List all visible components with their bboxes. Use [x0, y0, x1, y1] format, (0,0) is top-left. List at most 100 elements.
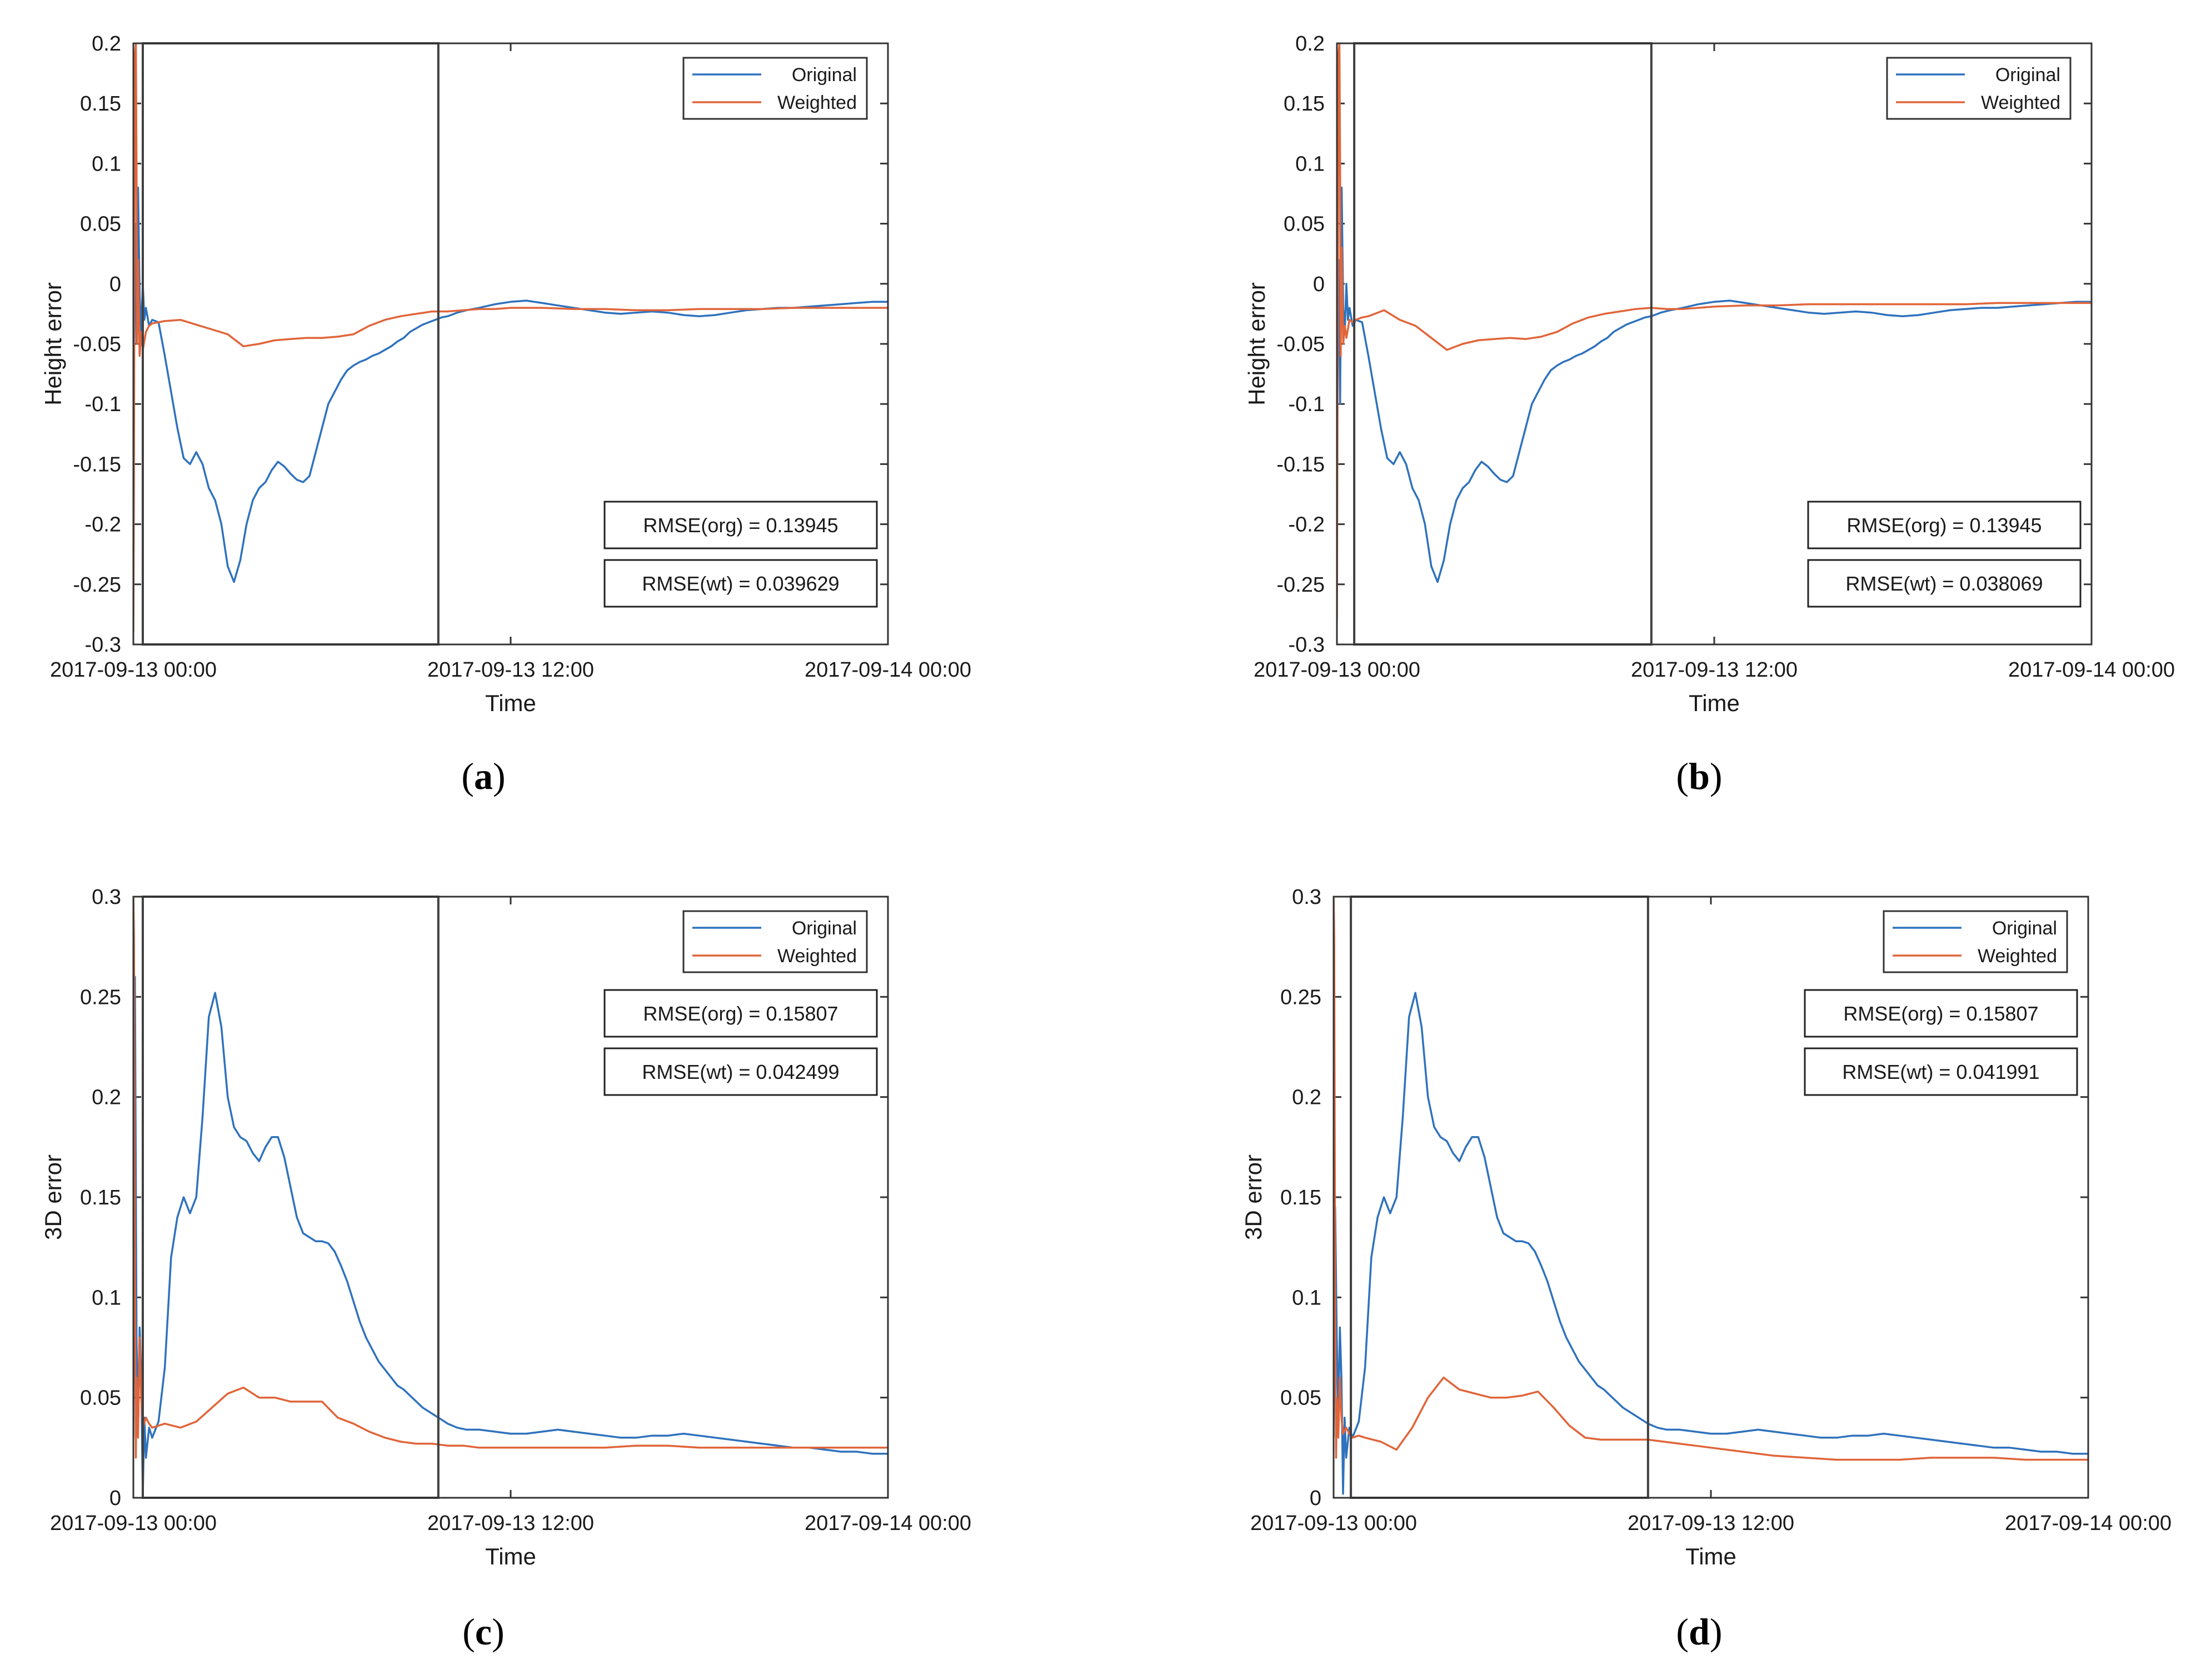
- subfigure-caption: (b): [1676, 755, 1722, 797]
- x-tick-label: 2017-09-13 00:00: [50, 1512, 217, 1535]
- rmse-box: [1807, 501, 2082, 549]
- y-tick-label: -0.1: [1289, 393, 1325, 416]
- caption-close-paren: ): [492, 1611, 505, 1653]
- caption-letter: a: [474, 755, 493, 797]
- y-tick-label: 0.2: [1292, 1086, 1321, 1109]
- y-tick-label: -0.25: [73, 573, 121, 597]
- x-tick-label: 2017-09-13 12:00: [1631, 658, 1798, 682]
- y-tick-label: 0.1: [92, 152, 121, 176]
- y-tick-label: 0.1: [1295, 152, 1325, 176]
- x-axis-label: Time: [485, 690, 536, 716]
- axes-frame: [132, 896, 889, 1499]
- plot-area: [133, 897, 888, 1495]
- y-tick-label: -0.15: [73, 453, 121, 476]
- rmse-label: RMSE(org) = 0.13945: [643, 514, 838, 537]
- x-tick-label: 2017-09-13 12:00: [1628, 1512, 1794, 1535]
- series-line-original: [133, 186, 888, 583]
- x-tick-label: 2017-09-14 00:00: [2005, 1512, 2172, 1535]
- legend-box: [1883, 910, 2068, 973]
- y-tick-label: 0.05: [80, 1387, 121, 1410]
- y-tick-label: -0.2: [1289, 513, 1325, 537]
- rmse-box: [603, 989, 878, 1038]
- rmse-label: RMSE(org) = 0.13945: [1846, 514, 2042, 537]
- caption-letter: b: [1689, 755, 1710, 797]
- y-tick-label: 0: [109, 1487, 121, 1510]
- series-line-weighted: [1334, 897, 2088, 1461]
- legend-label: Original: [1992, 918, 2057, 939]
- axes-frame: [1332, 896, 2089, 1499]
- y-tick-label: -0.15: [1276, 453, 1325, 476]
- series-line-weighted: [133, 897, 888, 1459]
- rmse-label: RMSE(org) = 0.15807: [643, 1002, 838, 1025]
- y-tick-label: 0.1: [1292, 1286, 1321, 1309]
- legend-label: Original: [792, 64, 857, 86]
- legend-label: Weighted: [777, 946, 857, 967]
- caption-open-paren: (: [462, 1611, 475, 1653]
- legend-box: [1886, 57, 2072, 120]
- caption-close-paren: ): [493, 755, 506, 797]
- y-tick-label: 0.1: [92, 1286, 121, 1309]
- series-line-original: [1337, 186, 2092, 583]
- legend-label: Original: [792, 918, 857, 939]
- x-tick-label: 2017-09-13 00:00: [50, 658, 217, 682]
- series-line-weighted: [133, 43, 888, 633]
- x-tick-label: 2017-09-13 00:00: [1250, 1512, 1417, 1535]
- plot-area: [1334, 897, 2088, 1495]
- y-tick-label: -0.25: [1276, 573, 1325, 597]
- legend-label: Weighted: [777, 92, 857, 113]
- y-tick-label: -0.2: [85, 513, 121, 537]
- y-axis-label: 3D error: [1240, 1154, 1266, 1240]
- y-tick-label: 0.3: [92, 886, 121, 909]
- x-axis-label: Time: [485, 1543, 536, 1569]
- y-tick-label: 0.2: [92, 32, 121, 56]
- x-axis-label: Time: [1685, 1543, 1736, 1569]
- y-axis-label: Height error: [40, 282, 66, 406]
- y-tick-label: -0.1: [85, 393, 121, 416]
- y-tick-label: -0.05: [73, 333, 121, 356]
- legend-label: Weighted: [1978, 946, 2057, 967]
- rmse-label: RMSE(wt) = 0.041991: [1842, 1061, 2039, 1083]
- legend-box: [682, 910, 868, 973]
- plot-area: [1337, 43, 2092, 621]
- plot-area: [133, 43, 888, 633]
- series-line-original: [1334, 992, 2088, 1495]
- y-tick-label: 0.05: [80, 213, 121, 236]
- subfigure-caption: (a): [461, 755, 505, 797]
- rmse-label: RMSE(wt) = 0.042499: [642, 1061, 839, 1083]
- x-tick-label: 2017-09-14 00:00: [805, 658, 971, 682]
- axes-frame: [1336, 42, 2093, 646]
- y-tick-label: 0.2: [1295, 32, 1325, 56]
- y-axis-label: Height error: [1244, 282, 1270, 406]
- series-line-original: [133, 976, 888, 1495]
- y-tick-label: 0.15: [1280, 1186, 1321, 1209]
- highlight-box: [141, 896, 440, 1499]
- x-tick-label: 2017-09-13 12:00: [427, 1512, 594, 1535]
- x-axis-label: Time: [1689, 690, 1740, 716]
- x-tick-label: 2017-09-13 00:00: [1254, 658, 1420, 682]
- rmse-label: RMSE(wt) = 0.039629: [642, 572, 839, 595]
- rmse-box: [603, 1047, 878, 1096]
- y-tick-label: 0.15: [80, 92, 121, 116]
- y-tick-label: 0.25: [1280, 986, 1321, 1009]
- rmse-box: [603, 559, 878, 608]
- caption-close-paren: ): [1710, 1611, 1723, 1653]
- y-tick-label: 0.05: [1280, 1387, 1321, 1410]
- rmse-box: [1804, 1047, 2078, 1096]
- y-tick-label: 0.15: [80, 1186, 121, 1209]
- legend-label: Weighted: [1981, 92, 2060, 113]
- y-tick-label: 0.3: [1292, 886, 1321, 909]
- rmse-label: RMSE(org) = 0.15807: [1843, 1002, 2038, 1025]
- legend-label: Original: [1995, 64, 2060, 86]
- rmse-box: [1807, 559, 2082, 608]
- y-tick-label: 0: [109, 273, 121, 296]
- highlight-box: [1353, 42, 1653, 646]
- y-tick-label: 0.2: [92, 1086, 121, 1109]
- caption-close-paren: ): [1710, 755, 1723, 797]
- x-tick-label: 2017-09-14 00:00: [805, 1512, 971, 1535]
- subfigure-caption: (d): [1676, 1611, 1722, 1653]
- y-tick-label: 0: [1313, 273, 1325, 296]
- x-tick-label: 2017-09-13 12:00: [427, 658, 594, 682]
